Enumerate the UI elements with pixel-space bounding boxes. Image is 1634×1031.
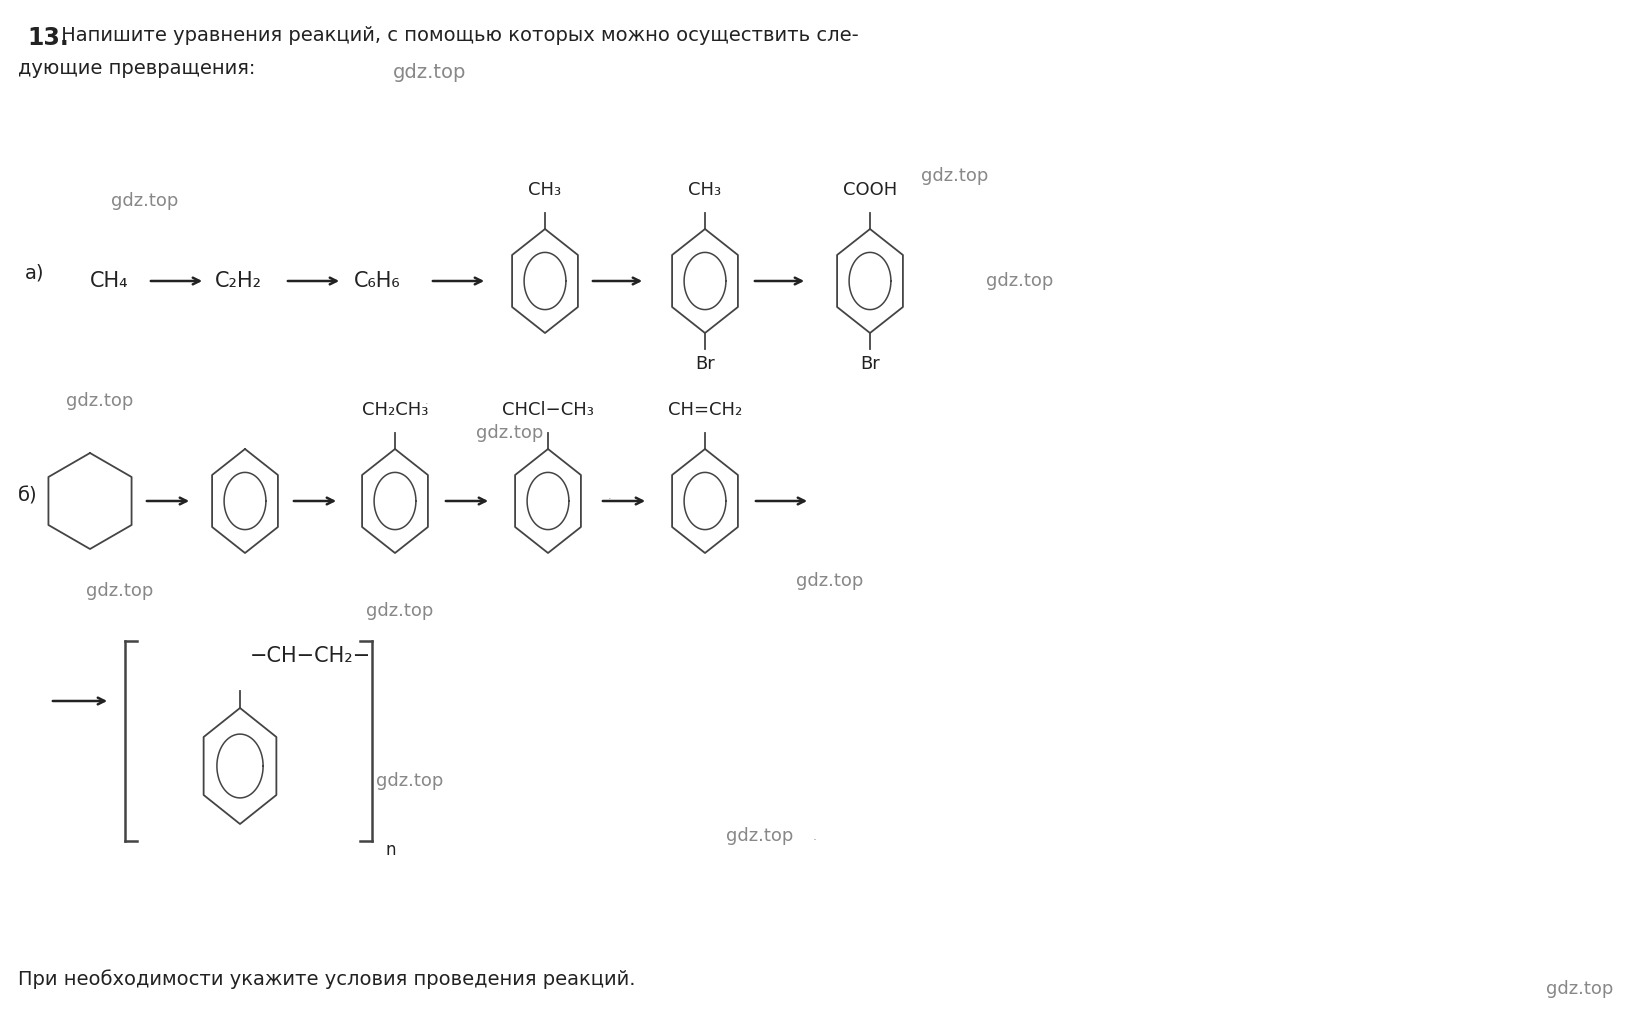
Text: gdz.top: gdz.top [477, 424, 544, 442]
Text: При необходимости укажите условия проведения реакций.: При необходимости укажите условия провед… [18, 969, 636, 989]
Text: дующие превращения:: дующие превращения: [18, 59, 255, 78]
Text: CH₃: CH₃ [688, 181, 722, 199]
Text: COOH: COOH [843, 181, 897, 199]
Text: n: n [386, 841, 397, 859]
Text: gdz.top: gdz.top [922, 167, 989, 185]
Text: Br: Br [694, 355, 714, 373]
Text: gdz.top: gdz.top [376, 772, 444, 790]
Text: .: . [608, 491, 611, 501]
Text: gdz.top: gdz.top [394, 64, 467, 82]
Text: gdz.top: gdz.top [67, 392, 134, 410]
Text: gdz.top: gdz.top [87, 583, 154, 600]
Text: gdz.top: gdz.top [1546, 980, 1614, 998]
Text: CH₄: CH₄ [90, 271, 129, 291]
Text: Br: Br [859, 355, 879, 373]
Text: C₂H₂: C₂H₂ [216, 271, 261, 291]
Text: −CH−CH₂−: −CH−CH₂− [250, 646, 371, 666]
Text: gdz.top: gdz.top [987, 272, 1054, 290]
Text: CH=CH₂: CH=CH₂ [668, 401, 742, 419]
Text: gdz.top: gdz.top [366, 602, 433, 620]
Text: 13.: 13. [28, 26, 69, 49]
Text: CHCl−CH₃: CHCl−CH₃ [502, 401, 593, 419]
Text: Напишите уравнения реакций, с помощью которых можно осуществить сле-: Напишите уравнения реакций, с помощью ко… [56, 26, 859, 45]
Text: .: . [814, 830, 817, 842]
Text: gdz.top: gdz.top [725, 827, 794, 845]
Text: CH₂CH₃: CH₂CH₃ [361, 401, 428, 419]
Text: .: . [425, 396, 428, 406]
Text: C₆H₆: C₆H₆ [355, 271, 400, 291]
Text: gdz.top: gdz.top [111, 192, 178, 210]
Text: gdz.top: gdz.top [796, 572, 864, 590]
Text: а): а) [25, 264, 44, 282]
Text: б): б) [18, 487, 38, 505]
Text: CH₃: CH₃ [528, 181, 562, 199]
